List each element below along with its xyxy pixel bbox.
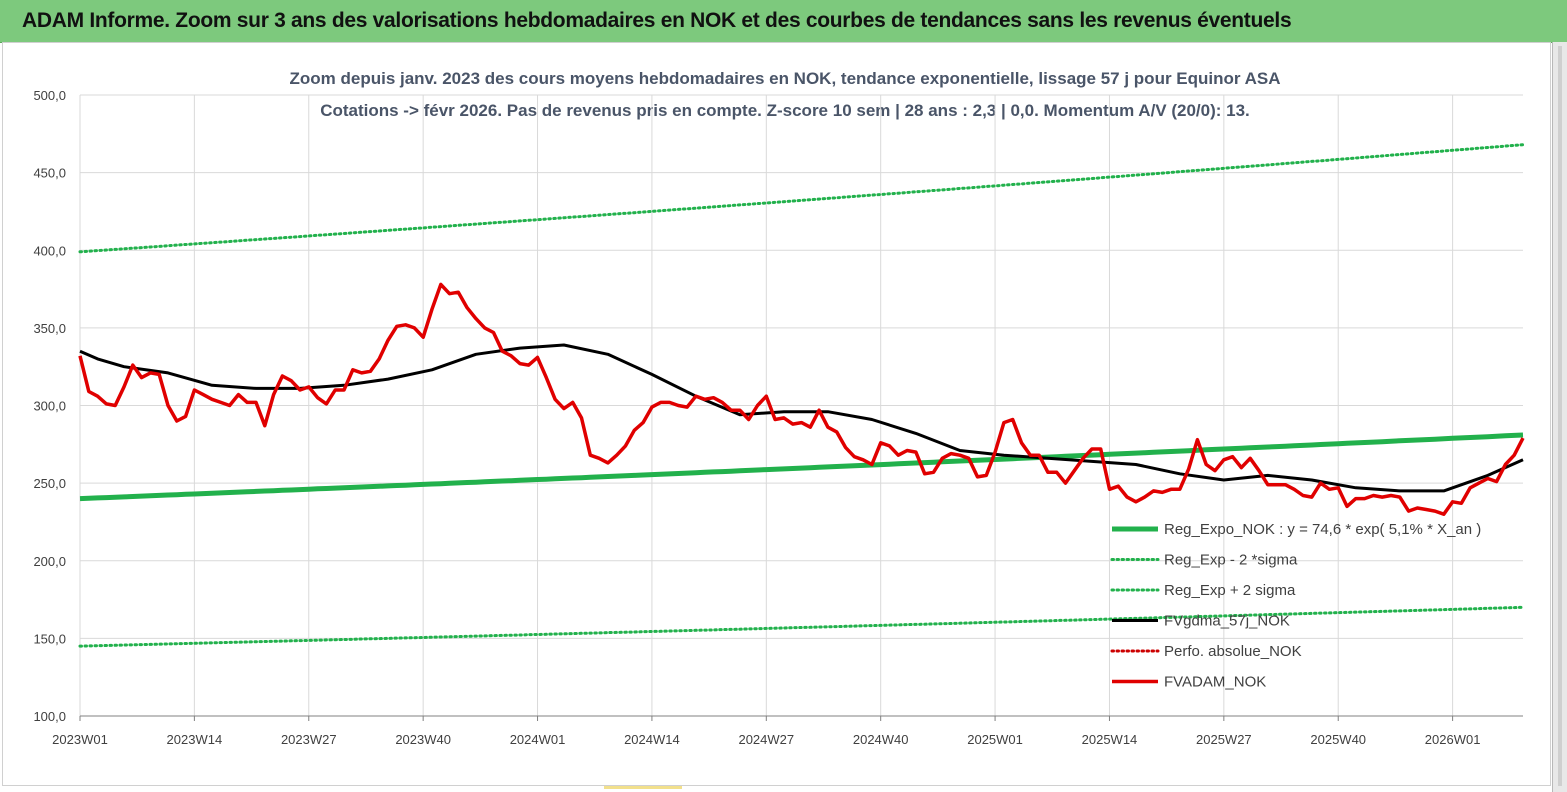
series-line-5 [78, 282, 1525, 516]
x-tick-label: 2026W01 [1425, 732, 1481, 747]
y-tick-label: 250,0 [33, 476, 66, 491]
y-tick-label: 300,0 [33, 399, 66, 414]
y-axis-ticks: 100,0 150,0 200,0 250,0 300,0 350,0 400,0 450,0… [33, 88, 66, 724]
series-line-3 [79, 343, 1524, 493]
x-tick-label: 2023W27 [281, 732, 337, 747]
x-tick-label: 2023W14 [167, 732, 223, 747]
x-tick-label: 2025W27 [1196, 732, 1252, 747]
vertical-scrollbar[interactable] [1552, 42, 1567, 792]
legend-label-5: FVADAM_NOK [1164, 674, 1266, 691]
x-tick-label: 2023W40 [395, 732, 451, 747]
y-tick-label: 150,0 [33, 631, 66, 646]
x-tick-label: 2024W40 [853, 732, 909, 747]
gridlines [79, 94, 1523, 721]
chart-frame [2, 42, 1551, 786]
y-tick-label: 200,0 [33, 554, 66, 569]
title-banner: ADAM Informe. Zoom sur 3 ans des valoris… [0, 0, 1567, 43]
y-tick-label: 500,0 [33, 88, 66, 103]
legend-label-0: Reg_Expo_NOK : y = 74,6 * exp( 5,1% * X_… [1164, 521, 1481, 538]
x-tick-label: 2025W14 [1082, 732, 1138, 747]
x-tick-label: 2024W27 [738, 732, 794, 747]
y-tick-label: 400,0 [33, 243, 66, 258]
banner-title: ADAM Informe. Zoom sur 3 ans des valoris… [22, 9, 1292, 32]
legend-label-4: Perfo. absolue_NOK [1164, 643, 1302, 660]
legend-label-1: Reg_Exp - 2 *sigma [1164, 552, 1298, 569]
series-line-1 [78, 605, 1525, 648]
series-lines [78, 143, 1525, 648]
legend-label-3: FVgdma_57j_NOK [1164, 613, 1290, 630]
y-tick-label: 350,0 [33, 321, 66, 336]
legend-label-2: Reg_Exp + 2 sigma [1164, 582, 1296, 599]
x-tick-label: 2023W01 [52, 732, 108, 747]
chart-title-line-1: Zoom depuis janv. 2023 des cours moyens … [290, 69, 1281, 88]
y-tick-label: 450,0 [33, 166, 66, 181]
selection-marker [604, 786, 682, 789]
x-tick-label: 2025W40 [1310, 732, 1366, 747]
x-axis-ticks: 2023W01 2023W14 2023W27 2023W40 2024W01 2024W… [52, 732, 1480, 747]
y-tick-label: 100,0 [33, 709, 66, 724]
x-tick-label: 2024W01 [510, 732, 566, 747]
scrollbar-thumb[interactable] [1558, 46, 1562, 786]
x-tick-label: 2024W14 [624, 732, 680, 747]
legend: Reg_Expo_NOK : y = 74,6 * exp( 5,1% * X_… [1110, 521, 1481, 691]
series-line-2 [78, 143, 1525, 254]
series-line-0 [79, 432, 1524, 502]
x-tick-label: 2025W01 [967, 732, 1023, 747]
chart-title-line-2: Cotations -> févr 2026. Pas de revenus p… [320, 101, 1250, 120]
